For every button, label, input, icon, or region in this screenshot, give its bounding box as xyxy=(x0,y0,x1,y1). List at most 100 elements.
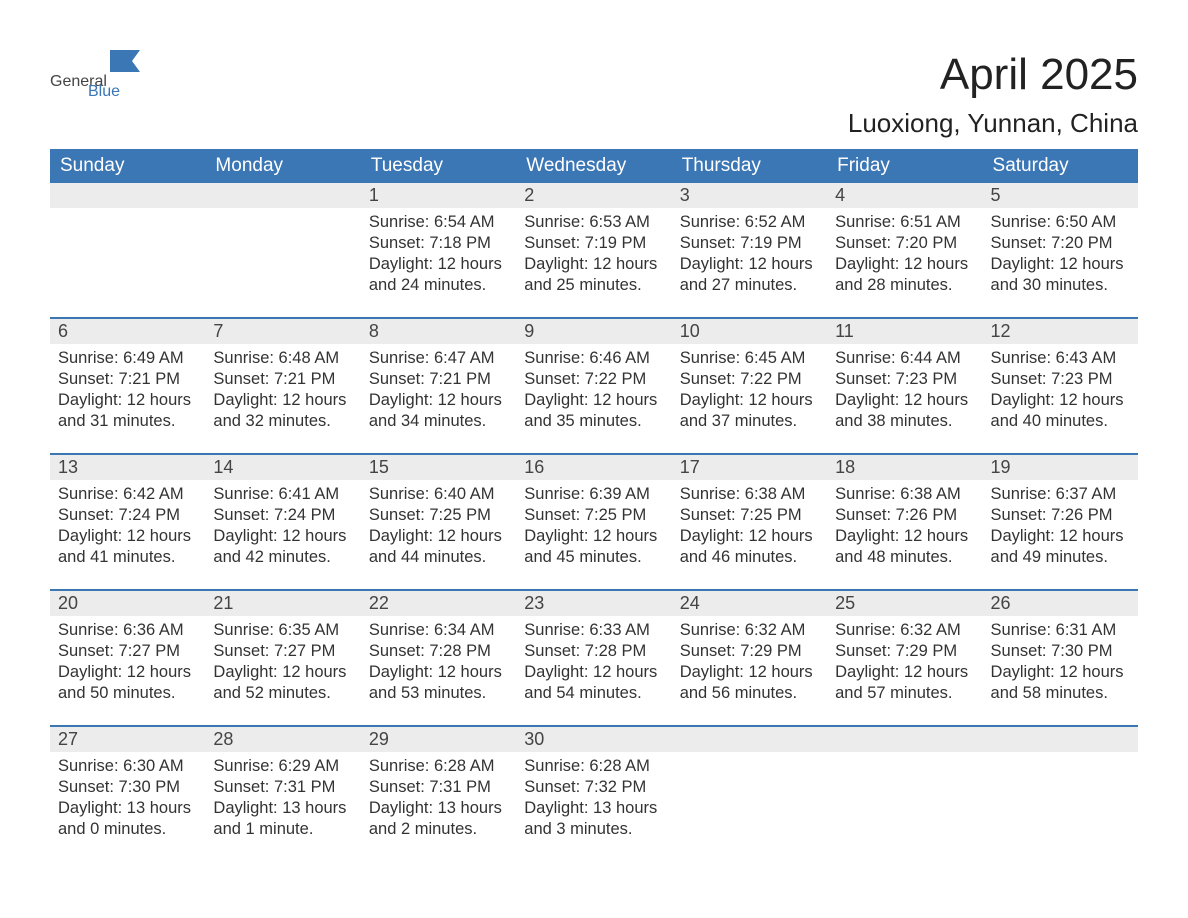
logo-text-blue: Blue xyxy=(88,83,140,101)
day-number: 26 xyxy=(983,591,1138,616)
day-details: Sunrise: 6:28 AMSunset: 7:32 PMDaylight:… xyxy=(516,752,671,846)
day-number: 18 xyxy=(827,455,982,480)
daylight-text: Daylight: 12 hours and 42 minutes. xyxy=(213,526,352,568)
daylight-text: Daylight: 12 hours and 41 minutes. xyxy=(58,526,197,568)
calendar-day-cell: 20Sunrise: 6:36 AMSunset: 7:27 PMDayligh… xyxy=(50,591,205,711)
sunset-text: Sunset: 7:28 PM xyxy=(369,641,508,662)
day-number: 14 xyxy=(205,455,360,480)
day-details: Sunrise: 6:32 AMSunset: 7:29 PMDaylight:… xyxy=(827,616,982,710)
sunrise-text: Sunrise: 6:34 AM xyxy=(369,620,508,641)
sunset-text: Sunset: 7:31 PM xyxy=(213,777,352,798)
calendar-day-cell xyxy=(205,183,360,303)
daylight-text: Daylight: 12 hours and 45 minutes. xyxy=(524,526,663,568)
weekday-header: Monday xyxy=(205,149,360,183)
calendar-day-cell: 10Sunrise: 6:45 AMSunset: 7:22 PMDayligh… xyxy=(672,319,827,439)
daylight-text: Daylight: 12 hours and 56 minutes. xyxy=(680,662,819,704)
sunrise-text: Sunrise: 6:30 AM xyxy=(58,756,197,777)
day-number: 15 xyxy=(361,455,516,480)
daylight-text: Daylight: 12 hours and 54 minutes. xyxy=(524,662,663,704)
daylight-text: Daylight: 12 hours and 40 minutes. xyxy=(991,390,1130,432)
day-number: 29 xyxy=(361,727,516,752)
sunrise-text: Sunrise: 6:41 AM xyxy=(213,484,352,505)
day-number: 22 xyxy=(361,591,516,616)
calendar-day-cell: 5Sunrise: 6:50 AMSunset: 7:20 PMDaylight… xyxy=(983,183,1138,303)
day-details: Sunrise: 6:47 AMSunset: 7:21 PMDaylight:… xyxy=(361,344,516,438)
day-details: Sunrise: 6:49 AMSunset: 7:21 PMDaylight:… xyxy=(50,344,205,438)
calendar-day-cell: 6Sunrise: 6:49 AMSunset: 7:21 PMDaylight… xyxy=(50,319,205,439)
calendar-day-cell: 19Sunrise: 6:37 AMSunset: 7:26 PMDayligh… xyxy=(983,455,1138,575)
calendar-day-cell: 23 Sunrise: 6:33 AMSunset: 7:28 PMDayligh… xyxy=(516,591,671,711)
daylight-text: Daylight: 12 hours and 57 minutes. xyxy=(835,662,974,704)
day-number: 3 xyxy=(672,183,827,208)
daylight-text: Daylight: 12 hours and 31 minutes. xyxy=(58,390,197,432)
day-details: Sunrise: 6:30 AMSunset: 7:30 PMDaylight:… xyxy=(50,752,205,846)
day-number: 23 xyxy=(516,591,671,616)
title-block: April 2025 Luoxiong, Yunnan, China xyxy=(848,50,1138,139)
weekday-header: Wednesday xyxy=(516,149,671,183)
sunset-text: Sunset: 7:26 PM xyxy=(835,505,974,526)
sunset-text: Sunset: 7:19 PM xyxy=(680,233,819,254)
calendar-week: 6Sunrise: 6:49 AMSunset: 7:21 PMDaylight… xyxy=(50,317,1138,439)
calendar-day-cell: 25Sunrise: 6:32 AMSunset: 7:29 PMDayligh… xyxy=(827,591,982,711)
daylight-text: Daylight: 13 hours and 1 minute. xyxy=(213,798,352,840)
daylight-text: Daylight: 13 hours and 0 minutes. xyxy=(58,798,197,840)
day-number: 20 xyxy=(50,591,205,616)
calendar-day-cell: 16Sunrise: 6:39 AMSunset: 7:25 PMDayligh… xyxy=(516,455,671,575)
day-number: 30 xyxy=(516,727,671,752)
day-number: 19 xyxy=(983,455,1138,480)
logo: General Blue xyxy=(50,50,140,101)
day-details: Sunrise: 6:39 AMSunset: 7:25 PMDaylight:… xyxy=(516,480,671,574)
daylight-text: Daylight: 12 hours and 24 minutes. xyxy=(369,254,508,296)
calendar-day-cell xyxy=(827,727,982,847)
day-number xyxy=(827,727,982,752)
day-details: Sunrise: 6:46 AMSunset: 7:22 PMDaylight:… xyxy=(516,344,671,438)
sunrise-text: Sunrise: 6:48 AM xyxy=(213,348,352,369)
header: General Blue April 2025 Luoxiong, Yunnan… xyxy=(50,50,1138,139)
calendar-day-cell: 9Sunrise: 6:46 AMSunset: 7:22 PMDaylight… xyxy=(516,319,671,439)
daylight-text: Daylight: 12 hours and 30 minutes. xyxy=(991,254,1130,296)
day-details: Sunrise: 6:42 AMSunset: 7:24 PMDaylight:… xyxy=(50,480,205,574)
sunset-text: Sunset: 7:19 PM xyxy=(524,233,663,254)
day-number: 1 xyxy=(361,183,516,208)
sunrise-text: Sunrise: 6:39 AM xyxy=(524,484,663,505)
sunrise-text: Sunrise: 6:51 AM xyxy=(835,212,974,233)
sunset-text: Sunset: 7:30 PM xyxy=(58,777,197,798)
day-number: 9 xyxy=(516,319,671,344)
sunset-text: Sunset: 7:29 PM xyxy=(680,641,819,662)
sunrise-text: Sunrise: 6:47 AM xyxy=(369,348,508,369)
weekday-header: Friday xyxy=(827,149,982,183)
daylight-text: Daylight: 12 hours and 49 minutes. xyxy=(991,526,1130,568)
day-number xyxy=(50,183,205,208)
sunset-text: Sunset: 7:28 PM xyxy=(524,641,663,662)
calendar-day-cell xyxy=(672,727,827,847)
day-details: Sunrise: 6:28 AMSunset: 7:31 PMDaylight:… xyxy=(361,752,516,846)
sunset-text: Sunset: 7:24 PM xyxy=(213,505,352,526)
calendar-day-cell: 4Sunrise: 6:51 AMSunset: 7:20 PMDaylight… xyxy=(827,183,982,303)
sunset-text: Sunset: 7:32 PM xyxy=(524,777,663,798)
day-number xyxy=(205,183,360,208)
sunrise-text: Sunrise: 6:32 AM xyxy=(835,620,974,641)
day-number: 25 xyxy=(827,591,982,616)
sunset-text: Sunset: 7:25 PM xyxy=(524,505,663,526)
day-number: 10 xyxy=(672,319,827,344)
calendar-day-cell: 18Sunrise: 6:38 AMSunset: 7:26 PMDayligh… xyxy=(827,455,982,575)
calendar-week: 27Sunrise: 6:30 AMSunset: 7:30 PMDayligh… xyxy=(50,725,1138,847)
weekday-header: Sunday xyxy=(50,149,205,183)
sunset-text: Sunset: 7:20 PM xyxy=(835,233,974,254)
calendar-day-cell: 22Sunrise: 6:34 AMSunset: 7:28 PMDayligh… xyxy=(361,591,516,711)
sunrise-text: Sunrise: 6:29 AM xyxy=(213,756,352,777)
calendar-day-cell: 12Sunrise: 6:43 AMSunset: 7:23 PMDayligh… xyxy=(983,319,1138,439)
sunrise-text: Sunrise: 6:33 AM xyxy=(524,620,663,641)
day-number: 4 xyxy=(827,183,982,208)
sunrise-text: Sunrise: 6:40 AM xyxy=(369,484,508,505)
day-number xyxy=(983,727,1138,752)
day-details: Sunrise: 6:38 AMSunset: 7:26 PMDaylight:… xyxy=(827,480,982,574)
day-number: 12 xyxy=(983,319,1138,344)
day-details: Sunrise: 6:35 AMSunset: 7:27 PMDaylight:… xyxy=(205,616,360,710)
weekday-header: Saturday xyxy=(983,149,1138,183)
calendar: SundayMondayTuesdayWednesdayThursdayFrid… xyxy=(50,149,1138,847)
daylight-text: Daylight: 12 hours and 32 minutes. xyxy=(213,390,352,432)
sunrise-text: Sunrise: 6:31 AM xyxy=(991,620,1130,641)
day-number: 6 xyxy=(50,319,205,344)
sunset-text: Sunset: 7:21 PM xyxy=(369,369,508,390)
